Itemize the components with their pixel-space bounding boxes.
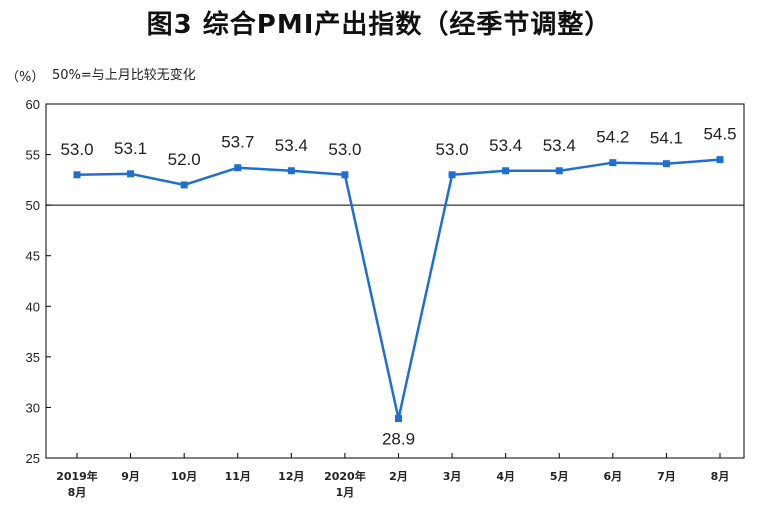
data-label: 52.0 [168, 150, 201, 169]
data-point [234, 164, 242, 172]
baseline-note: 50%=与上月比较无变化 [52, 68, 196, 83]
data-point [73, 171, 81, 179]
x-tick-label: 6月 [604, 470, 623, 483]
y-unit-label: （%） [6, 70, 45, 85]
x-tick-label: 8月 [68, 486, 87, 499]
data-point [609, 159, 617, 167]
x-tick-label: 12月 [278, 470, 304, 483]
data-label: 53.0 [328, 140, 361, 159]
data-point [716, 156, 724, 164]
x-tick-label: 3月 [443, 470, 462, 483]
data-point [341, 171, 349, 179]
x-tick-label: 2020年 [324, 469, 366, 483]
series-line [76, 158, 721, 420]
data-label: 53.4 [489, 136, 522, 155]
y-tick-label: 40 [26, 299, 40, 314]
data-label: 53.7 [221, 133, 254, 152]
x-tick-label: 2019年 [56, 469, 98, 483]
x-tick-label: 10月 [171, 470, 197, 483]
data-label: 53.0 [436, 140, 469, 159]
y-tick-label: 50 [26, 198, 40, 213]
data-point [127, 170, 135, 178]
x-tick-label: 4月 [496, 470, 515, 483]
data-point [448, 171, 456, 179]
chart-title: 图3 综合PMI产出指数（经季节调整） [146, 10, 612, 40]
y-tick-label: 25 [26, 451, 40, 466]
x-tick-label: 7月 [657, 470, 676, 483]
x-tick-label: 11月 [225, 470, 251, 483]
data-point [502, 167, 510, 175]
x-tick-label: 1月 [336, 486, 355, 499]
y-tick-label: 35 [26, 350, 40, 365]
data-label: 53.1 [114, 139, 147, 158]
plot-frame [45, 103, 745, 459]
data-label: 53.0 [60, 140, 93, 159]
data-label: 54.1 [650, 129, 683, 148]
data-label: 53.4 [543, 136, 576, 155]
x-tick-label: 2月 [389, 470, 408, 483]
x-tick-label: 5月 [550, 470, 569, 483]
data-label: 53.4 [275, 136, 308, 155]
data-label: 54.2 [596, 128, 629, 147]
data-point [180, 181, 188, 189]
x-tick-label: 9月 [121, 470, 140, 483]
y-tick-label: 55 [26, 148, 40, 163]
y-tick-label: 30 [26, 400, 40, 415]
data-point [287, 167, 295, 175]
data-point [555, 167, 563, 175]
data-label: 54.5 [703, 125, 736, 144]
x-tick-label: 8月 [711, 470, 730, 483]
data-label: 28.9 [382, 430, 415, 449]
data-point [395, 415, 402, 423]
y-tick-label: 45 [26, 249, 40, 264]
y-tick-label: 60 [26, 97, 40, 112]
data-point [662, 160, 670, 168]
